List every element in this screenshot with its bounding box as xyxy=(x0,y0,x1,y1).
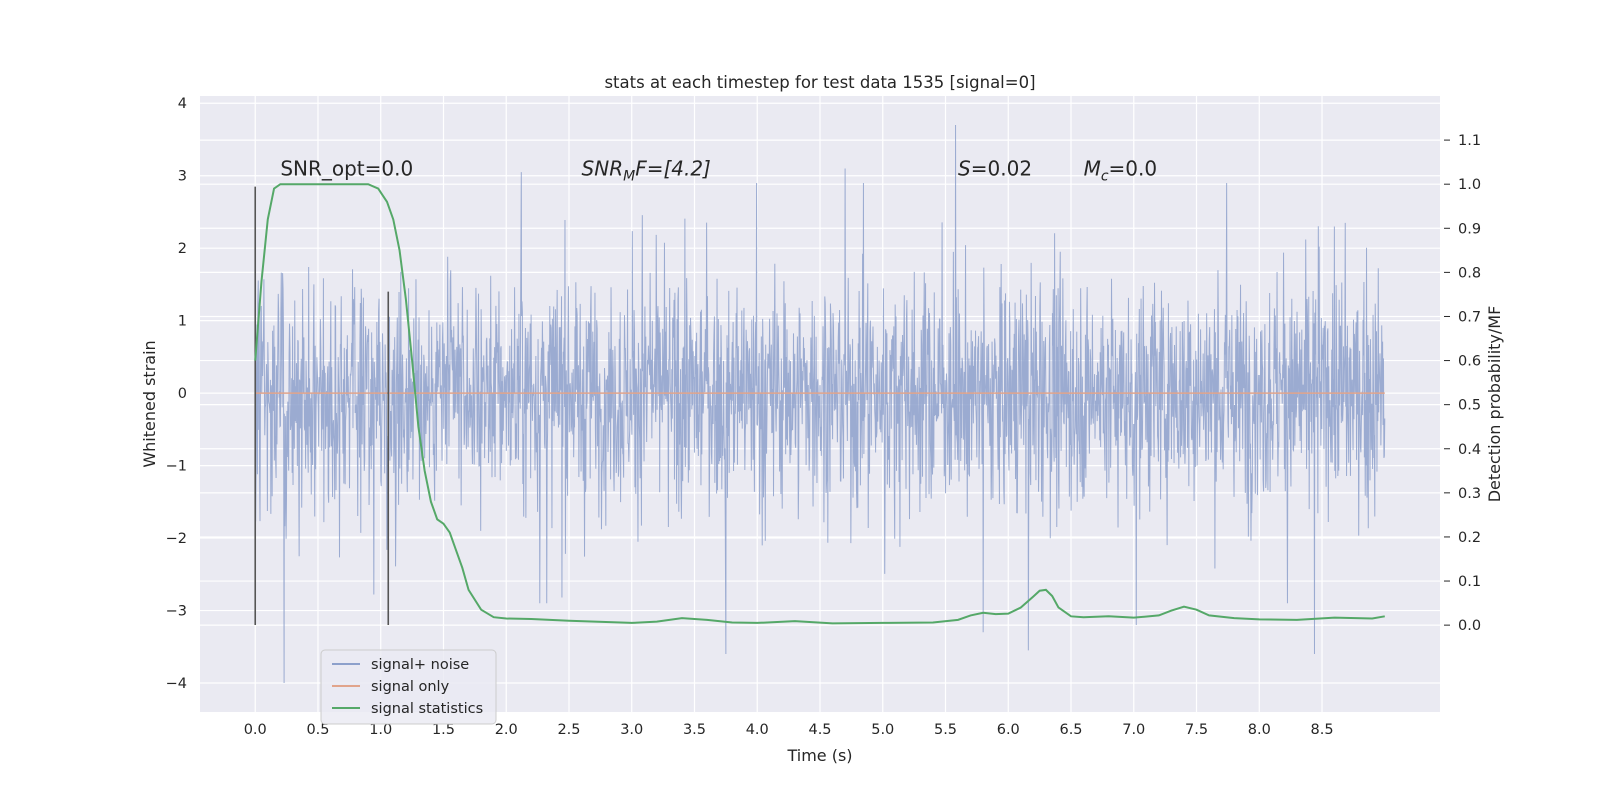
x-tick-label: 1.5 xyxy=(432,722,455,738)
legend-box xyxy=(320,649,497,725)
annotation-snr-mf: SNRMF=[4.2] xyxy=(582,157,711,185)
x-tick-label: 2.0 xyxy=(495,722,518,738)
y2-tick-label: 0.1 xyxy=(1458,574,1481,590)
axis-ticks: 0.0 0.5 1.0 1.5 2.0 2.5 3.0 3.5 4.0 4.5 5.0 5.5 6.0 6… xyxy=(166,96,1481,738)
annotation-part: c xyxy=(1101,169,1109,185)
annotation-part: M xyxy=(623,169,635,185)
x-tick-label: 8.5 xyxy=(1310,722,1333,738)
x-tick-label: 3.0 xyxy=(620,722,643,738)
series-signal-statistics-line xyxy=(254,183,1385,625)
x-axis-label: Time (s) xyxy=(786,746,852,765)
x-tick-label: 7.0 xyxy=(1122,722,1145,738)
annotation-part: S xyxy=(958,157,971,181)
annotation-part: =0.0 xyxy=(1109,157,1158,181)
x-tick-label: 5.0 xyxy=(871,722,894,738)
y2-tick-label: 1.0 xyxy=(1458,177,1481,193)
annotation-mc: Mc=0.0 xyxy=(1084,157,1158,185)
y-tick-label: −4 xyxy=(166,676,187,692)
x-tick-label: 5.5 xyxy=(934,722,957,738)
y2-tick-label: 0.3 xyxy=(1458,486,1481,502)
y2-tick-label: 0.9 xyxy=(1458,221,1481,237)
annotation-part: M xyxy=(1084,157,1101,181)
y-tick-label: −3 xyxy=(166,604,187,620)
annotation-part: SNR xyxy=(582,157,624,181)
legend-label-signal-only: signal only xyxy=(371,679,450,695)
series-signal-noise-line xyxy=(254,124,1386,684)
annotations: SNR_opt=0.0 SNRMF=[4.2] S=0.02 Mc=0.0 xyxy=(280,157,1157,185)
x-tick-label: 8.0 xyxy=(1248,722,1271,738)
y2-tick-label: 0.6 xyxy=(1458,354,1481,370)
y2-axis-label: Detection probability/MF xyxy=(1485,306,1504,503)
x-tick-label: 2.5 xyxy=(557,722,580,738)
y-tick-label: 0 xyxy=(178,386,187,402)
x-tick-label: 4.0 xyxy=(746,722,769,738)
legend: signal+ noise signal only signal statist… xyxy=(320,649,497,725)
vertical-markers xyxy=(254,186,390,626)
y-tick-label: 3 xyxy=(178,169,187,185)
annotation-part: =0.02 xyxy=(971,157,1032,181)
annotation-snr-opt: SNR_opt=0.0 xyxy=(280,157,413,181)
y2-tick-label: 0.7 xyxy=(1458,309,1481,325)
annotation-part: F=[4.2] xyxy=(635,157,711,181)
annotation-s-stat: S=0.02 xyxy=(958,157,1032,181)
legend-label-signal-statistics: signal statistics xyxy=(371,701,483,717)
y2-tick-label: 0.5 xyxy=(1458,398,1481,414)
x-tick-label: 0.5 xyxy=(306,722,329,738)
y-tick-label: 4 xyxy=(178,96,187,112)
x-tick-label: 3.5 xyxy=(683,722,706,738)
chart-title: stats at each timestep for test data 153… xyxy=(604,73,1035,92)
y-tick-label: 1 xyxy=(178,314,187,330)
y-tick-label: 2 xyxy=(178,241,187,257)
y2-tick-label: 1.1 xyxy=(1458,133,1481,149)
x-tick-label: 1.0 xyxy=(369,722,392,738)
y2-tick-label: 0.0 xyxy=(1458,618,1481,634)
legend-label-signal-noise: signal+ noise xyxy=(371,657,469,673)
y-axis-label: Whitened strain xyxy=(140,340,159,467)
y2-tick-label: 0.4 xyxy=(1458,442,1481,458)
x-tick-label: 0.0 xyxy=(244,722,267,738)
x-tick-label: 7.5 xyxy=(1185,722,1208,738)
y-tick-label: −1 xyxy=(166,459,187,475)
y2-tick-label: 0.2 xyxy=(1458,530,1481,546)
x-tick-label: 4.5 xyxy=(808,722,831,738)
y2-tick-label: 0.8 xyxy=(1458,265,1481,281)
x-tick-label: 6.0 xyxy=(997,722,1020,738)
y-tick-label: −2 xyxy=(166,531,187,547)
x-tick-label: 6.5 xyxy=(1059,722,1082,738)
